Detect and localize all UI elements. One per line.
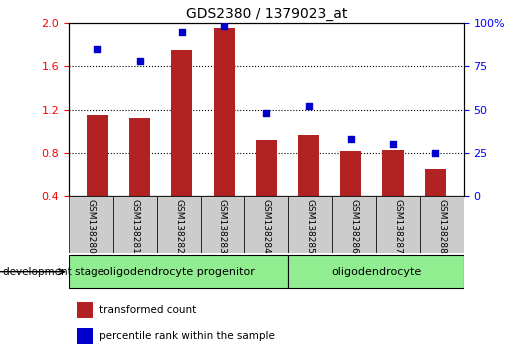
Bar <box>77 302 93 318</box>
Text: GSM138286: GSM138286 <box>350 199 359 254</box>
Bar <box>69 196 113 253</box>
Text: GSM138284: GSM138284 <box>262 199 271 254</box>
Point <box>220 24 228 29</box>
Bar <box>256 140 277 196</box>
Bar <box>376 196 420 253</box>
Bar <box>113 196 157 253</box>
Bar <box>129 118 150 196</box>
Text: GSM138283: GSM138283 <box>218 199 227 254</box>
Bar <box>77 328 93 344</box>
Bar <box>383 150 403 196</box>
Bar <box>244 196 288 253</box>
Text: oligodendrocyte: oligodendrocyte <box>331 267 421 277</box>
Text: transformed count: transformed count <box>99 305 196 315</box>
Bar <box>288 255 464 289</box>
Point <box>93 46 102 52</box>
Point <box>347 136 355 142</box>
Bar <box>171 50 192 196</box>
Bar <box>298 135 319 196</box>
Point <box>389 142 398 147</box>
Text: GSM138285: GSM138285 <box>306 199 315 254</box>
Bar <box>200 196 244 253</box>
Text: oligodendrocyte progenitor: oligodendrocyte progenitor <box>103 267 254 277</box>
Bar <box>69 255 288 289</box>
Point <box>135 58 144 64</box>
Bar <box>214 28 235 196</box>
Text: GSM138281: GSM138281 <box>130 199 139 254</box>
Text: GSM138288: GSM138288 <box>437 199 446 254</box>
Text: GSM138280: GSM138280 <box>86 199 95 254</box>
Bar <box>157 196 200 253</box>
Bar <box>288 196 332 253</box>
Point <box>178 29 186 35</box>
Text: GSM138282: GSM138282 <box>174 199 183 254</box>
Bar <box>340 151 361 196</box>
Bar <box>87 115 108 196</box>
Point <box>431 150 439 156</box>
Point <box>262 110 270 116</box>
Bar <box>332 196 376 253</box>
Point <box>304 103 313 109</box>
Bar <box>425 169 446 196</box>
Text: GSM138287: GSM138287 <box>393 199 402 254</box>
Text: percentile rank within the sample: percentile rank within the sample <box>99 331 275 341</box>
Text: development stage: development stage <box>3 267 104 277</box>
Bar <box>420 196 464 253</box>
Title: GDS2380 / 1379023_at: GDS2380 / 1379023_at <box>186 7 347 21</box>
